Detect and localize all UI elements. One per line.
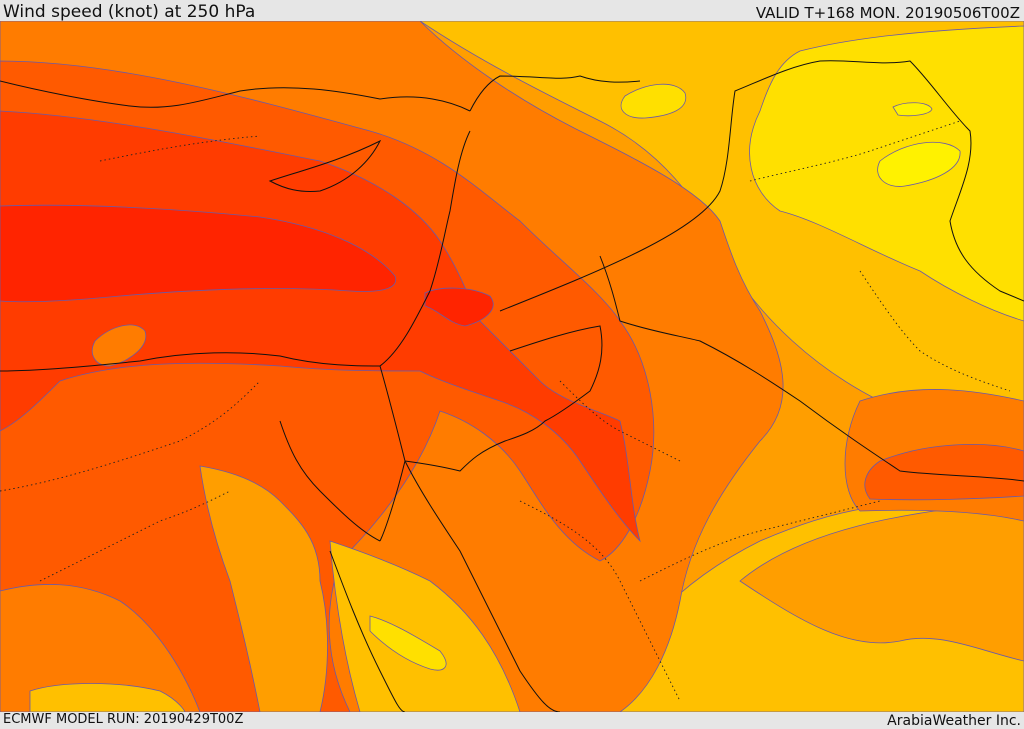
contour-island-bright bbox=[877, 141, 961, 187]
contour-island-orange bbox=[91, 324, 147, 367]
footer-bar: ECMWF MODEL RUN: 20190429T00Z ArabiaWeat… bbox=[0, 712, 1024, 729]
contour-island-yellow bbox=[620, 83, 687, 119]
contour-band-se-orange bbox=[739, 500, 1024, 662]
model-run-label: ECMWF MODEL RUN: 20190429T00Z bbox=[3, 712, 244, 727]
contour-band-sw-orange bbox=[199, 465, 328, 712]
map-title: Wind speed (knot) at 250 hPa bbox=[3, 2, 256, 22]
contour-island-bright-2 bbox=[892, 102, 933, 117]
header-bar: Wind speed (knot) at 250 hPa VALID T+168… bbox=[0, 0, 1024, 22]
country-borders bbox=[404, 60, 1024, 482]
contour-band-east-red bbox=[864, 444, 1024, 501]
weather-map[interactable] bbox=[0, 21, 1024, 712]
credit-label: ArabiaWeather Inc. bbox=[887, 713, 1021, 729]
contour-band-redsea bbox=[329, 540, 521, 712]
wind-speed-field bbox=[0, 21, 1024, 712]
province-boundaries bbox=[0, 120, 1011, 702]
contour-band-core-red bbox=[0, 204, 397, 303]
contour-band-redsea-yellow bbox=[369, 615, 447, 671]
contour-band-sw-yellow bbox=[29, 683, 186, 712]
contour-island-core bbox=[424, 287, 494, 327]
valid-time: VALID T+168 MON. 20190506T00Z bbox=[755, 4, 1020, 22]
